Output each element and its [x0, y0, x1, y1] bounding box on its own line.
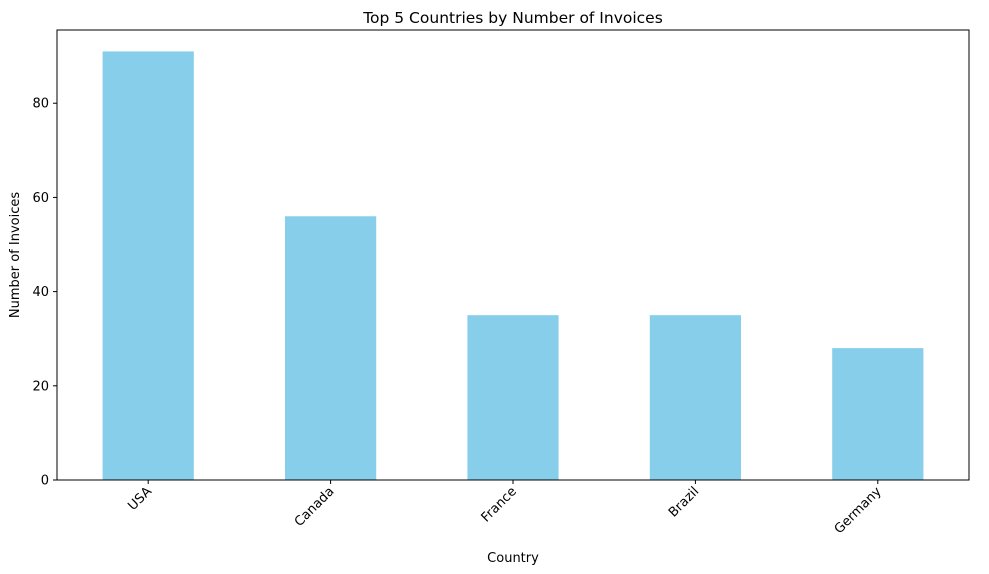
- y-tick-label: 60: [32, 191, 49, 206]
- bar-canada: [285, 216, 377, 480]
- y-tick-label: 20: [32, 379, 49, 394]
- y-tick-label: 80: [32, 97, 49, 112]
- bar-france: [467, 315, 559, 480]
- y-tick-label: 0: [41, 474, 49, 489]
- x-axis-label: Country: [487, 551, 539, 566]
- y-tick-label: 40: [32, 285, 49, 300]
- bar-brazil: [649, 315, 741, 480]
- y-axis-label: Number of Invoices: [8, 192, 23, 318]
- y-axis: 0 20 40 60 80: [32, 97, 57, 489]
- chart-title: Top 5 Countries by Number of Invoices: [362, 9, 663, 27]
- plot-frame: [56, 29, 970, 481]
- bars-group: [102, 51, 924, 481]
- bar-germany: [832, 348, 924, 480]
- bar-usa: [102, 51, 194, 481]
